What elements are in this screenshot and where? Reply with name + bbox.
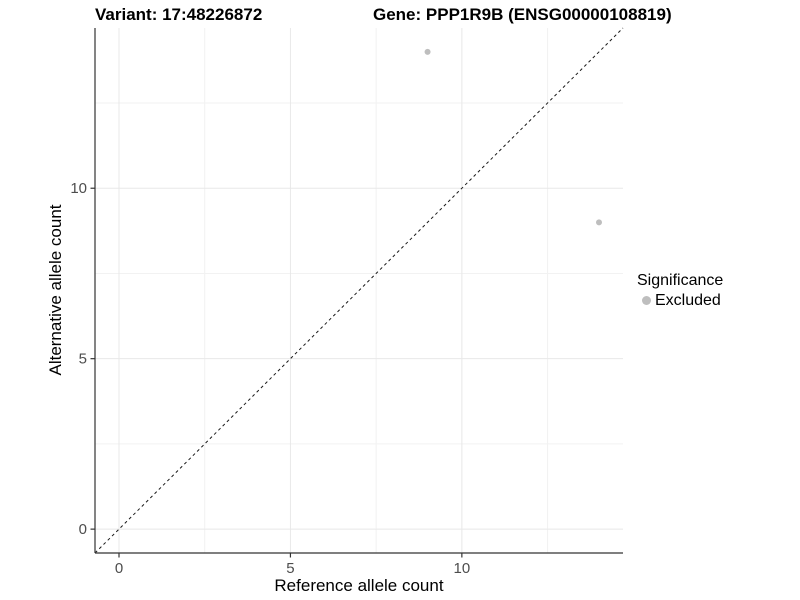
x-axis-title: Reference allele count bbox=[274, 576, 444, 595]
legend-item-excluded: Excluded bbox=[637, 292, 723, 309]
data-point bbox=[596, 219, 602, 226]
x-tick-label: 5 bbox=[286, 560, 294, 577]
variant-title: Variant: 17:48226872 bbox=[95, 5, 263, 24]
gene-title: Gene: PPP1R9B (ENSG00000108819) bbox=[373, 5, 672, 24]
legend-title: Significance bbox=[637, 272, 724, 289]
legend-point-icon bbox=[642, 296, 651, 305]
y-axis-title: Alternative allele count bbox=[46, 204, 65, 376]
y-tick-label: 10 bbox=[70, 180, 87, 197]
x-tick-label: 0 bbox=[115, 560, 123, 577]
legend-item-label: Excluded bbox=[655, 292, 721, 309]
y-tick-label: 5 bbox=[79, 351, 87, 368]
x-tick-label: 10 bbox=[454, 560, 471, 577]
data-point bbox=[424, 48, 431, 55]
identity-reference-line bbox=[94, 27, 624, 554]
y-tick-label: 0 bbox=[79, 521, 87, 538]
legend: Significance Excluded bbox=[637, 271, 723, 309]
